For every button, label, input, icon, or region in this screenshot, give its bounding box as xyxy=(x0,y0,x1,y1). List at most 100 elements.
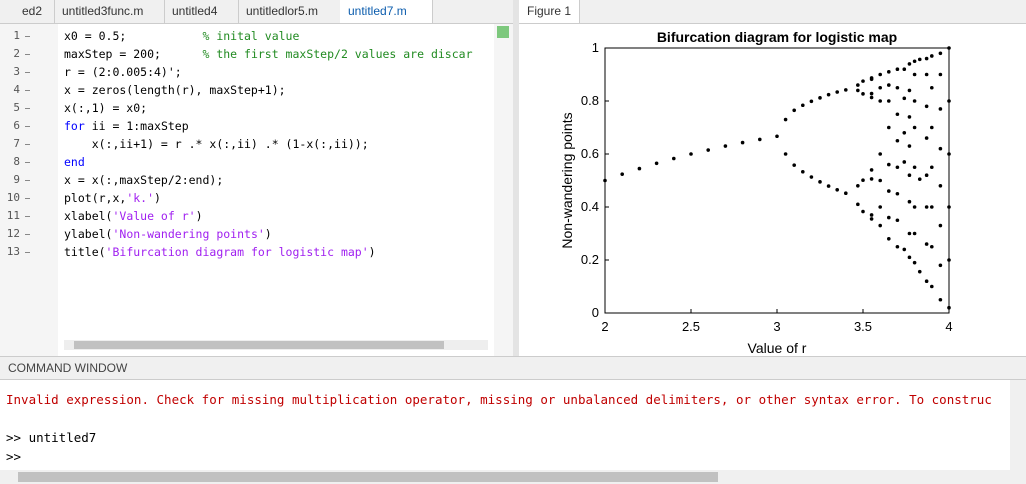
command-line: Invalid expression. Check for missing mu… xyxy=(6,392,992,407)
x-tick-label: 2 xyxy=(601,319,608,334)
code-token: 'k.' xyxy=(126,191,155,205)
point xyxy=(938,263,943,268)
point xyxy=(895,218,900,223)
point xyxy=(689,152,693,156)
editor-tab[interactable]: untitledlor5.m xyxy=(238,0,341,23)
point xyxy=(930,85,934,90)
point xyxy=(856,83,860,87)
point xyxy=(869,213,874,217)
line-number: 10 xyxy=(6,191,20,204)
point xyxy=(869,217,874,221)
editor-tab[interactable]: untitled7.m xyxy=(340,0,433,23)
line-number: 12 xyxy=(6,227,20,240)
code-line: plot(r,x,'k.') xyxy=(64,189,494,207)
code-token: r = (2:0.005:4)'; xyxy=(64,65,182,79)
point xyxy=(844,191,848,196)
x-tick-label: 4 xyxy=(945,319,952,334)
code-token: ) xyxy=(264,227,272,241)
point xyxy=(930,54,934,58)
command-window: Invalid expression. Check for missing mu… xyxy=(0,380,1026,484)
y-tick-label: 0 xyxy=(592,305,599,320)
point xyxy=(878,72,882,77)
point xyxy=(917,269,922,274)
y-axis-label: Non-wandering points xyxy=(559,112,575,248)
point xyxy=(947,99,951,103)
gutter xyxy=(0,24,58,356)
point xyxy=(861,79,865,83)
y-tick-label: 0.4 xyxy=(581,199,599,214)
point xyxy=(902,67,907,71)
command-line: >> xyxy=(6,449,22,464)
point xyxy=(706,148,710,152)
point xyxy=(672,156,676,161)
point xyxy=(856,184,860,188)
point xyxy=(775,134,779,139)
point xyxy=(809,99,814,104)
figure-tab[interactable]: Figure 1 xyxy=(519,0,581,23)
point xyxy=(783,117,788,122)
point xyxy=(902,131,907,135)
code-token: ) xyxy=(195,209,203,223)
point xyxy=(924,56,929,61)
point xyxy=(758,137,762,142)
line-marker xyxy=(25,162,30,163)
point xyxy=(907,62,912,66)
point xyxy=(856,88,860,93)
line-number: 2 xyxy=(13,47,20,60)
code-token: % the first maxStep/2 values are discar xyxy=(160,47,473,61)
point xyxy=(869,95,874,100)
h-scrollbar[interactable] xyxy=(64,340,488,350)
point xyxy=(924,104,929,109)
code-token: for xyxy=(64,119,85,133)
code-line: end xyxy=(64,153,494,171)
line-marker xyxy=(25,252,30,253)
editor-tab[interactable]: untitled4 xyxy=(164,0,239,23)
point xyxy=(792,163,796,167)
code-token: 'Value of r' xyxy=(112,209,196,223)
code-token: plot(r,x, xyxy=(64,191,127,205)
line-marker xyxy=(25,108,30,109)
point xyxy=(895,85,900,90)
point xyxy=(620,172,624,176)
code-token: x(:,1) = x0; xyxy=(64,101,148,115)
line-number: 5 xyxy=(13,101,20,114)
point xyxy=(654,161,659,166)
point xyxy=(912,59,917,64)
point xyxy=(895,165,900,170)
point xyxy=(861,209,865,214)
editor: 1 x0 = 0.5; % inital value 2 maxStep = 200;… xyxy=(0,24,513,356)
line-number: 3 xyxy=(13,65,20,78)
x-tick-label: 3 xyxy=(773,319,780,334)
point xyxy=(924,205,929,209)
h-scrollbar[interactable] xyxy=(0,470,1010,484)
line-number: 7 xyxy=(13,137,20,150)
point xyxy=(818,96,822,100)
v-scrollbar[interactable] xyxy=(1010,380,1026,484)
x-axis-label: Value of r xyxy=(748,340,807,356)
chart-title: Bifurcation diagram for logistic map xyxy=(657,29,897,45)
code-token: x = zeros(length(r), maxStep+1); xyxy=(64,83,286,97)
point xyxy=(912,205,917,209)
point xyxy=(907,255,912,260)
line-number: 4 xyxy=(13,83,20,96)
command-window-header: COMMAND WINDOW xyxy=(0,356,1026,380)
code-token: maxStep = 200; xyxy=(64,47,161,61)
editor-tab[interactable]: untitled3func.m xyxy=(54,0,165,23)
point xyxy=(878,152,882,156)
point xyxy=(878,178,882,183)
point xyxy=(826,184,831,188)
code-token: title( xyxy=(64,245,106,259)
editor-tab[interactable]: ed2 xyxy=(14,0,55,23)
code-line: x0 = 0.5; % inital value xyxy=(64,27,494,45)
code-line: maxStep = 200; % the first maxStep/2 val… xyxy=(64,45,494,63)
y-tick-label: 0.2 xyxy=(581,252,599,267)
point xyxy=(912,72,917,77)
line-marker xyxy=(25,36,30,37)
point xyxy=(907,115,912,119)
code-token: % inital value xyxy=(126,29,300,43)
code-token: 'Non-wandering points' xyxy=(112,227,265,241)
code-line: x = zeros(length(r), maxStep+1); xyxy=(64,81,494,99)
point xyxy=(930,244,934,249)
y-tick-label: 0.8 xyxy=(581,93,599,108)
